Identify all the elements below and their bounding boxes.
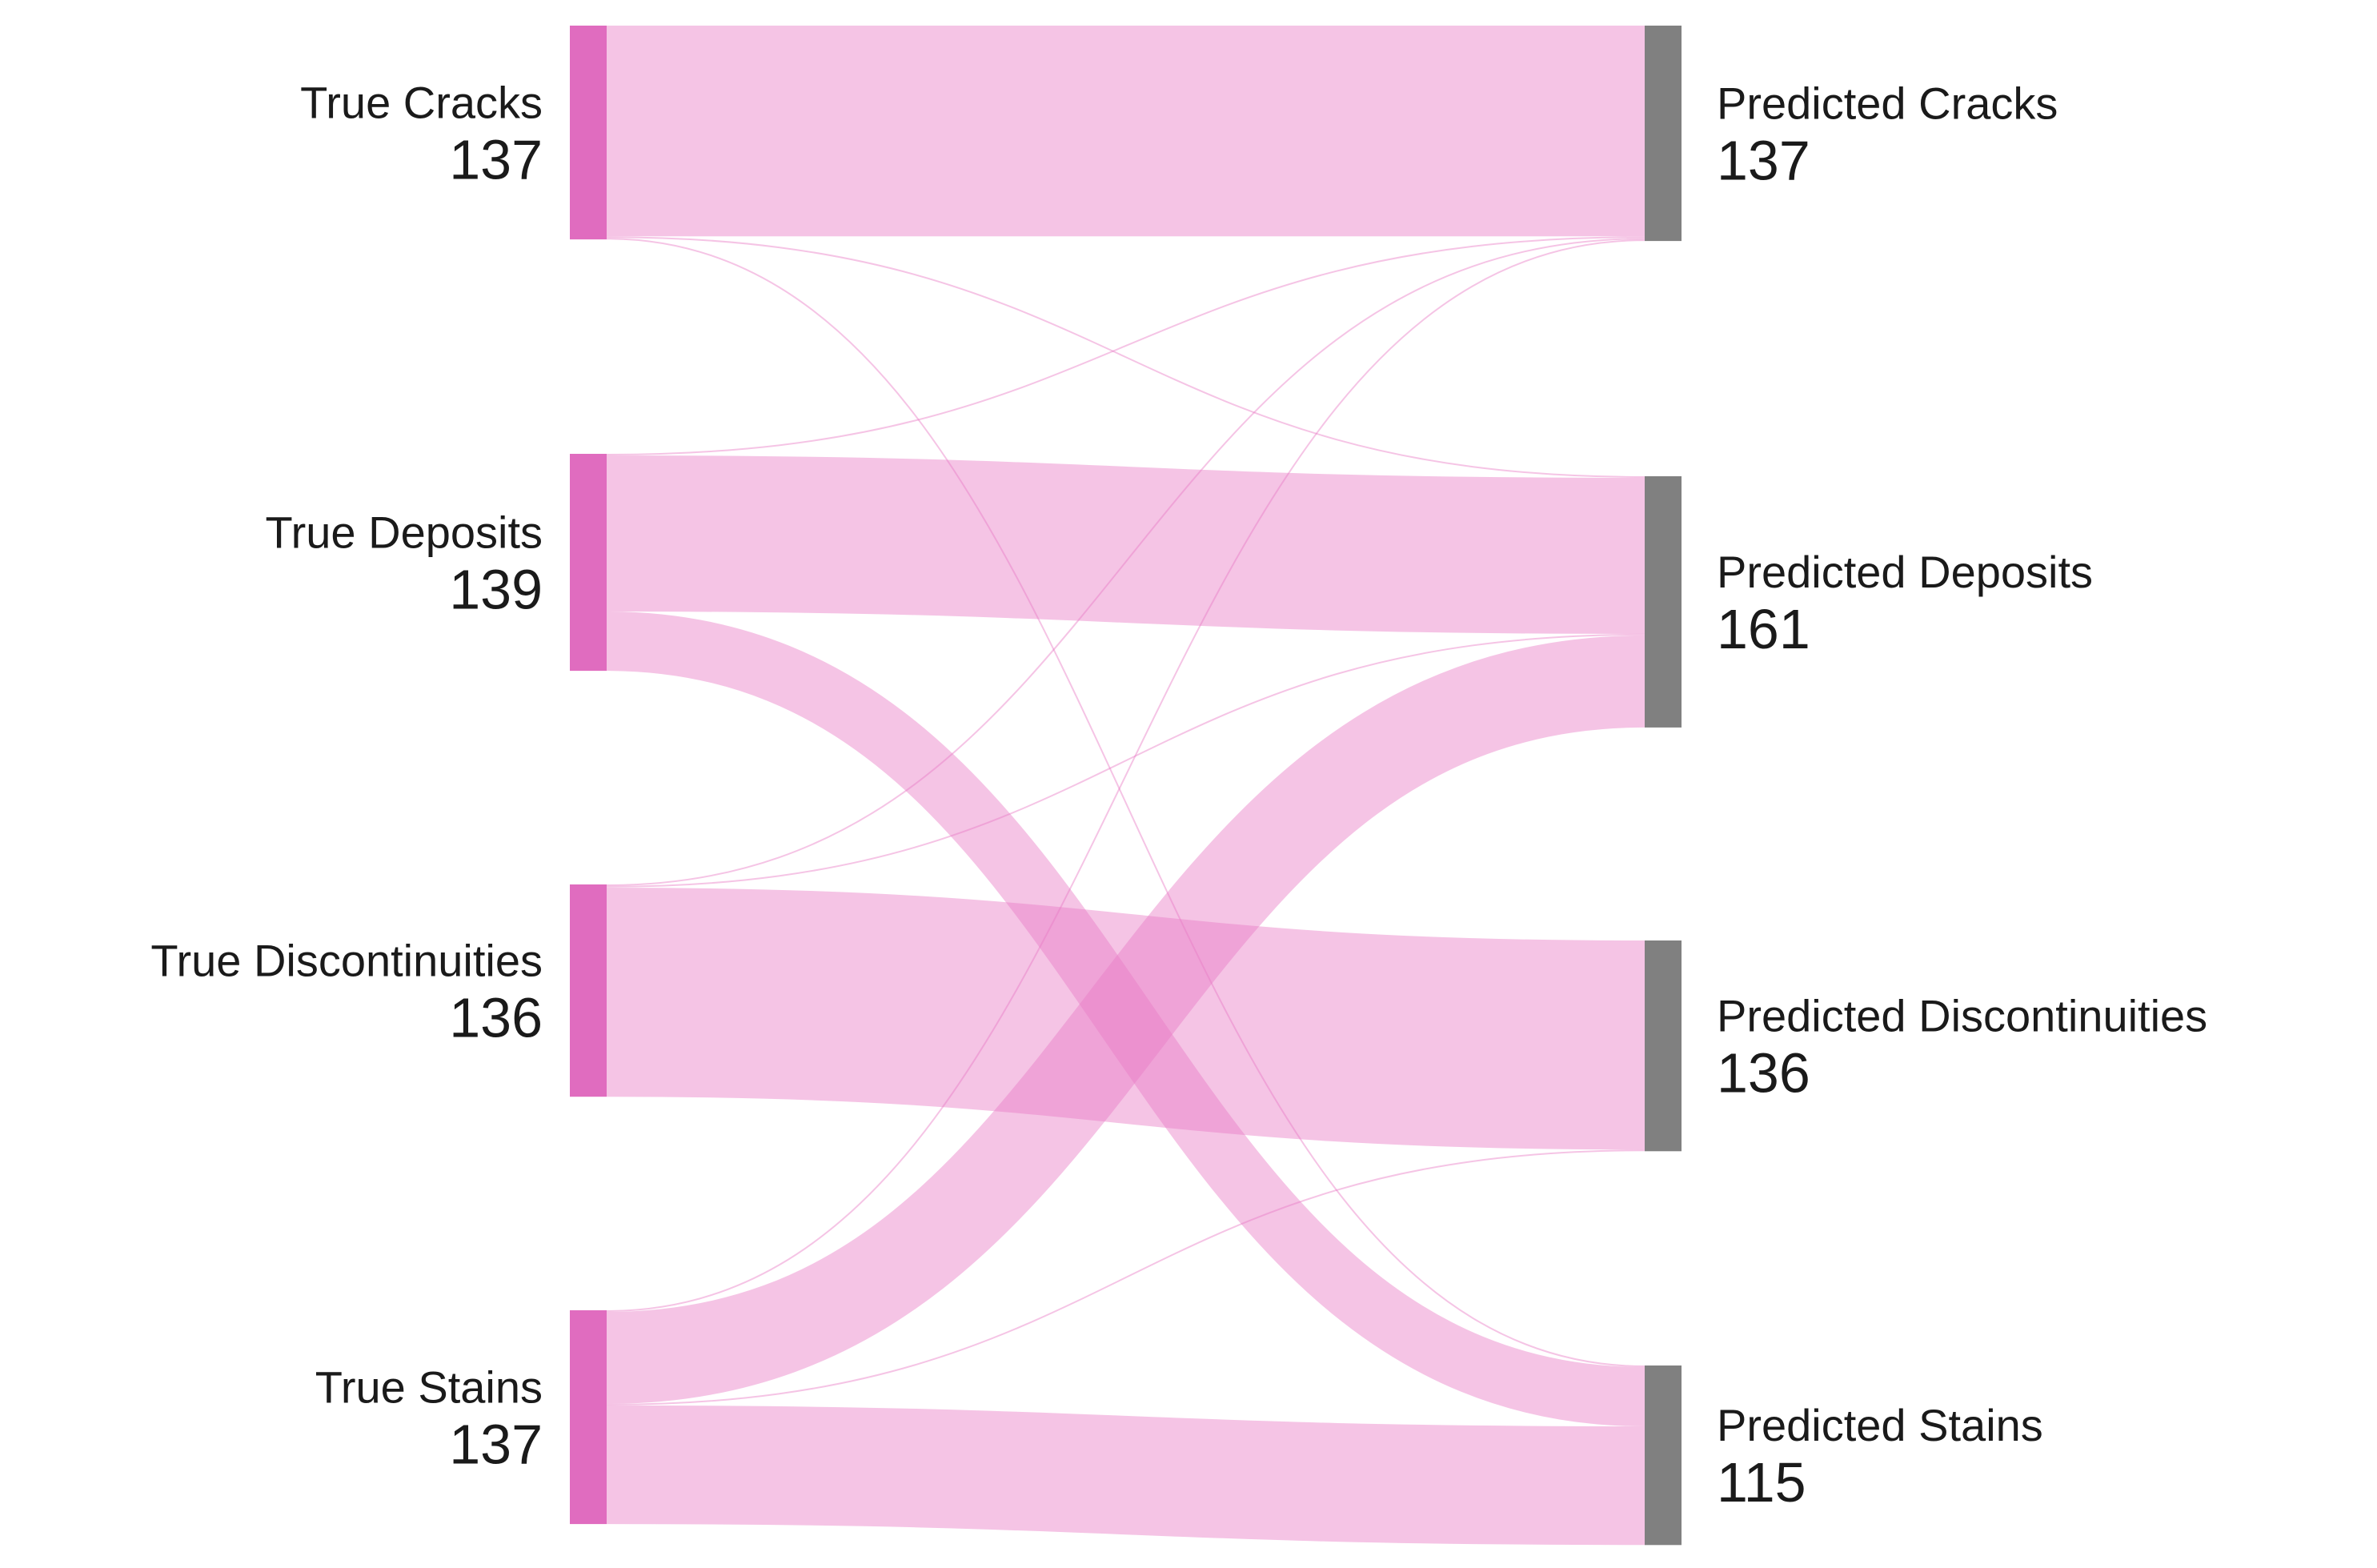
target-label-value: 136 xyxy=(1717,1042,1810,1105)
node-predicted-cracks[interactable] xyxy=(1645,26,1682,242)
flow-link[interactable] xyxy=(606,239,1645,1312)
target-label-name: Predicted Deposits xyxy=(1717,547,2093,597)
source-label-value: 139 xyxy=(449,559,543,621)
source-label-value: 137 xyxy=(449,1414,543,1476)
source-label-name: True Cracks xyxy=(300,78,543,128)
flow-link[interactable] xyxy=(606,611,1645,1427)
source-label-name: True Stains xyxy=(315,1362,543,1413)
flow-link[interactable] xyxy=(606,455,1645,634)
flow-link[interactable] xyxy=(606,635,1645,1404)
source-label-value: 137 xyxy=(449,129,543,191)
target-label-name: Predicted Discontinuities xyxy=(1717,991,2207,1041)
flow-link[interactable] xyxy=(606,887,1645,1150)
flow-link[interactable] xyxy=(606,236,1645,478)
target-label-name: Predicted Cracks xyxy=(1717,78,2058,129)
node-predicted-discontinuities[interactable] xyxy=(1645,940,1682,1152)
flow-link[interactable] xyxy=(606,1149,1645,1406)
flow-link[interactable] xyxy=(606,633,1645,888)
node-true-cracks[interactable] xyxy=(570,26,607,240)
node-true-discontinuities[interactable] xyxy=(570,884,607,1097)
target-label-name: Predicted Stains xyxy=(1717,1400,2043,1450)
source-label-name: True Discontinuities xyxy=(150,936,543,986)
link-layer xyxy=(606,25,1645,1546)
flow-link[interactable] xyxy=(606,238,1645,1367)
source-label-name: True Deposits xyxy=(266,507,543,558)
node-true-deposits[interactable] xyxy=(570,454,607,672)
flow-link[interactable] xyxy=(606,238,1645,886)
node-true-stains[interactable] xyxy=(570,1310,607,1525)
source-label-value: 136 xyxy=(449,987,543,1049)
target-label-value: 115 xyxy=(1717,1451,1806,1514)
target-label-value: 137 xyxy=(1717,130,1810,192)
node-predicted-stains[interactable] xyxy=(1645,1365,1682,1546)
flow-link[interactable] xyxy=(606,236,1645,455)
flow-link[interactable] xyxy=(606,1405,1645,1546)
target-label-value: 161 xyxy=(1717,598,1810,660)
node-predicted-deposits[interactable] xyxy=(1645,476,1682,728)
